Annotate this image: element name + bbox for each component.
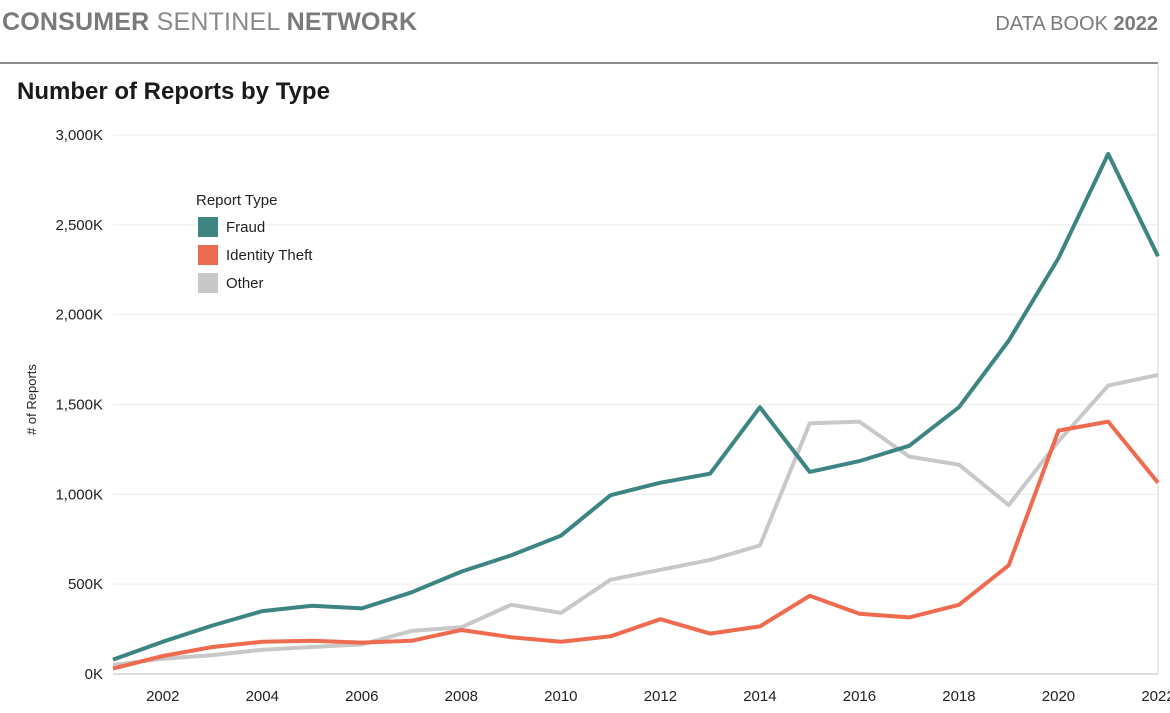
x-tick-label: 2004 xyxy=(246,688,279,705)
legend-swatch xyxy=(198,273,218,293)
legend-label: Identity Theft xyxy=(226,246,313,264)
legend-item-identity-theft: Identity Theft xyxy=(196,241,312,269)
databook-year: 2022 xyxy=(1113,13,1159,35)
legend-item-fraud: Fraud xyxy=(196,213,312,241)
series-line-other xyxy=(112,372,1159,667)
axis-labels: 0K 500K 1,000K 1,500K 2,000K 2,500K 3,000K 2002… xyxy=(24,127,1170,705)
legend: Report Type Fraud Identity Theft Other xyxy=(196,192,312,297)
y-axis-title: # of Reports xyxy=(24,364,39,435)
y-tick-label: 1,500K xyxy=(55,397,103,414)
y-tick-label: 500K xyxy=(68,576,103,593)
x-tick-label: 2014 xyxy=(743,688,776,705)
databook-text: DATA BOOK xyxy=(995,13,1114,35)
y-tick-label: 0K xyxy=(85,666,103,683)
x-tick-label: 2020 xyxy=(1042,688,1075,705)
x-tick-label: 2010 xyxy=(544,688,577,705)
series-line-fraud xyxy=(112,151,1160,662)
report-header: CONSUMER SENTINEL NETWORK DATA BOOK 2022 xyxy=(0,0,1158,64)
series-line-identity-theft xyxy=(112,419,1160,671)
legend-swatch xyxy=(198,245,218,265)
x-tick-label: 2016 xyxy=(843,688,876,705)
brand-word-sentinel: SENTINEL xyxy=(149,8,287,36)
brand-title: CONSUMER SENTINEL NETWORK xyxy=(2,8,417,37)
x-tick-label: 2012 xyxy=(644,688,677,705)
axes xyxy=(113,65,1159,675)
legend-swatch xyxy=(198,217,218,237)
y-tick-label: 2,500K xyxy=(55,217,103,234)
x-tick-label: 2008 xyxy=(445,688,478,705)
legend-item-other: Other xyxy=(196,269,312,297)
y-tick-label: 1,000K xyxy=(55,486,103,503)
legend-title: Report Type xyxy=(196,192,278,209)
legend-items: Fraud Identity Theft Other xyxy=(196,213,312,297)
legend-label: Other xyxy=(226,274,264,292)
brand-word-consumer: CONSUMER xyxy=(2,8,150,36)
x-tick-label: 2022 xyxy=(1141,688,1170,705)
header-divider xyxy=(0,62,1158,64)
x-tick-label: 2006 xyxy=(345,688,378,705)
legend-label: Fraud xyxy=(226,218,266,236)
brand-word-network: NETWORK xyxy=(286,8,418,36)
series-lines xyxy=(112,151,1160,671)
y-tick-label: 2,000K xyxy=(55,307,103,324)
chart-title: Number of Reports by Type xyxy=(17,78,330,105)
x-tick-label: 2018 xyxy=(942,688,975,705)
y-tick-label: 3,000K xyxy=(55,127,103,144)
x-tick-label: 2002 xyxy=(146,688,179,705)
databook-label: DATA BOOK 2022 xyxy=(995,13,1158,36)
